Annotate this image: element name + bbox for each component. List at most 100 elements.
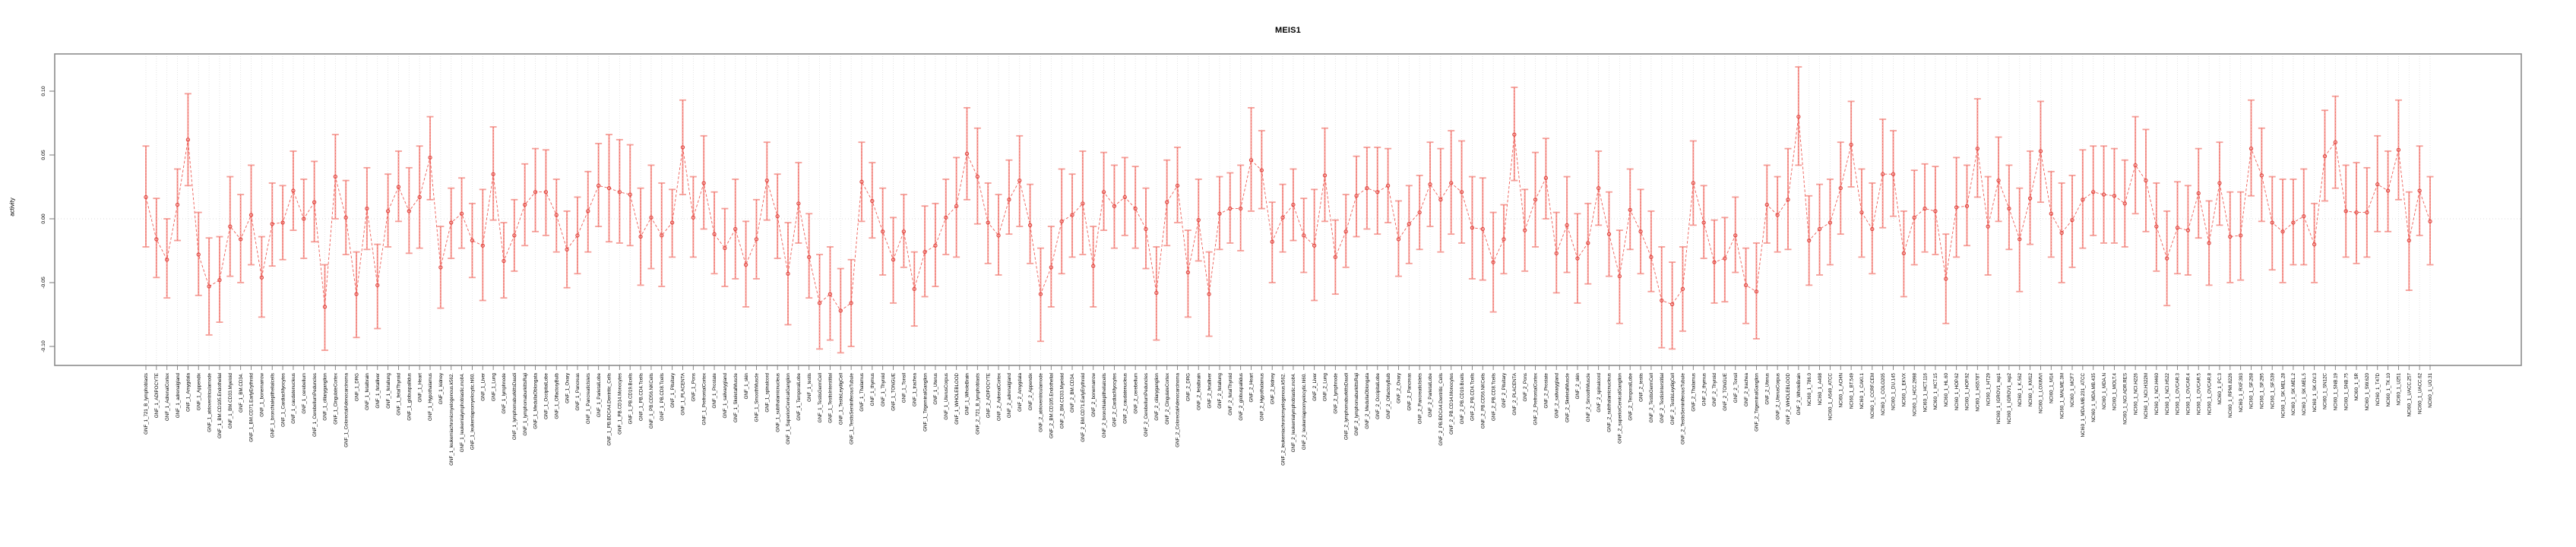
x-tick-label: GNF_2_kidney [1270,372,1275,404]
data-point-marker [185,138,191,142]
x-tick-label: NCI60_1_NCI.ADR.RES [2122,373,2128,425]
x-tick-label: GNF_1_BM.CD34. [239,373,244,413]
data-point-marker [1343,229,1348,234]
data-point-marker [543,190,549,194]
data-point-marker [912,286,916,292]
data-point-marker [891,258,896,262]
x-tick-label: NCI60_1_SF.268 [2249,372,2255,409]
data-point-marker [828,292,833,296]
x-tick-label: GNF_1_Pituitary [670,372,676,408]
x-tick-label: NCI60_1_HS578T [1976,373,1981,412]
x-tick-label: GNF_1_lymphnode [502,372,507,413]
x-tick-label: GNF_1_TestisInterstitial [828,373,834,423]
data-point-marker [449,220,454,225]
x-tick-label: GNF_1_WHOLEBLOOD [954,372,960,424]
data-point-marker [1543,175,1549,180]
data-point-marker [691,215,695,220]
x-tick-label: NCI60_1_SR [2354,372,2359,400]
x-tick-label: GNF_1_fetalThyroid [397,372,402,415]
data-point-marker [733,226,738,232]
data-point-marker [2049,211,2053,216]
data-point-marker [638,234,643,239]
data-point-marker [975,174,980,179]
x-tick-label: GNF_2_adrenalgland [1007,372,1012,418]
x-tick-label: GNF_2_spinalcord [1597,372,1602,412]
x-tick-label: GNF_1_PB.CD56.NKCells [649,373,654,428]
x-tick-label: GNF_1_SkeletalMuscle [733,372,739,422]
data-point-marker [1754,289,1759,294]
x-tick-label: GNF_2_UterusCorpus [1775,373,1780,420]
data-point-marker [1133,206,1138,211]
x-tick-label: GNF_1_CingulateCortex [334,372,339,425]
x-tick-label: GNF_1_PB.CD8.Tcells [660,373,665,421]
data-point-marker [533,190,538,194]
data-point-marker [2302,213,2306,219]
x-tick-label: GNF_1_testis [807,373,812,402]
data-point-marker [1280,215,1285,220]
data-point-marker [2365,210,2369,215]
x-tick-label: GNF_2_Thyroid [1712,372,1717,406]
data-point-marker [207,284,211,289]
data-point-marker [1964,204,1970,208]
data-point-marker [1302,233,1306,238]
x-tick-label: NCI60_1_HOP.92 [1965,372,1970,410]
data-point-marker [1944,277,1948,281]
data-point-marker [217,277,222,283]
x-tick-label: GNF_2_ADIPOCYTE [986,373,991,418]
data-point-marker [2375,182,2380,187]
data-point-marker [1070,213,1074,217]
x-tick-label: GNF_2_Pons [1523,373,1528,402]
data-point-marker [2407,238,2411,243]
data-point-marker [2322,154,2328,159]
x-tick-label: GNF_2_Hypothalamus [1260,373,1265,421]
gridlines-group [145,54,2431,365]
data-point-marker [523,202,527,207]
data-point-marker [1185,270,1191,275]
data-point-marker [2027,196,2033,201]
x-tick-label: GNF_2_ciliaryganglion [1154,372,1160,420]
x-tick-label: GNF_2_Pancreas [1407,373,1413,411]
data-point-marker [502,258,506,264]
x-tick-label: NCI60_1_OVCAR.4 [2186,372,2191,415]
x-axis-group: GNF_1_721_B_lymphoblasts GNF_1_ADIPOCYTE G… [144,365,2433,466]
x-tick-label: GNF_2_leukemiapromyelocytic.hl60. [1302,373,1307,450]
x-tick-label: NCI60_1_OVCAR.3 [2176,372,2181,415]
x-tick-label: GNF_1_Liver [480,373,486,401]
x-tick-label: GNF_1_fetalbrain [365,372,370,409]
x-tick-label: GNF_2_MedullaOblongata [1365,372,1370,428]
data-point-marker [1291,202,1296,207]
data-point-marker [1596,186,1601,191]
data-point-marker [1259,168,1264,172]
x-tick-label: GNF_2_WholeBrain [1796,372,1802,415]
x-tick-label: GNF_1_leukemialymphoblastic.molt4. [460,373,465,452]
x-tick-label: GNF_2_skin [1575,372,1581,399]
data-point-marker [365,206,369,211]
x-tick-label: NCI60_1_SK.MEL.28 [2280,372,2286,418]
data-point-marker [259,275,264,280]
data-point-marker [1038,292,1043,296]
data-point-marker [1859,210,1864,215]
x-tick-label: NCI60_1_TK.10 [2386,372,2391,406]
data-point-marker [723,245,727,251]
x-tick-label: GNF_2_CerebellumPeduncles [1144,373,1149,437]
x-tick-label: NCI60_1_U251 [2397,372,2402,405]
data-point-marker [1385,183,1391,188]
x-tick-label: GNF_2_DRG [1186,373,1191,401]
x-tick-label: GNF_1_Ovary [565,372,570,403]
x-tick-label: GNF_2_PrefrontalCortex [1533,372,1539,425]
data-point-marker [302,217,306,221]
x-tick-label: GNF_1_Lung [491,372,496,401]
data-point-marker [2081,198,2085,202]
data-point-marker [239,237,243,242]
data-point-marker [933,243,938,248]
data-point-marker [1680,286,1685,292]
data-point-marker [428,155,432,160]
data-point-marker [669,220,675,225]
data-point-marker [2248,146,2254,151]
data-point-marker [1669,302,1675,307]
data-point-marker [1470,226,1475,230]
data-point-marker [354,292,359,296]
data-point-marker [1870,226,1875,232]
data-point-marker [1333,255,1337,260]
